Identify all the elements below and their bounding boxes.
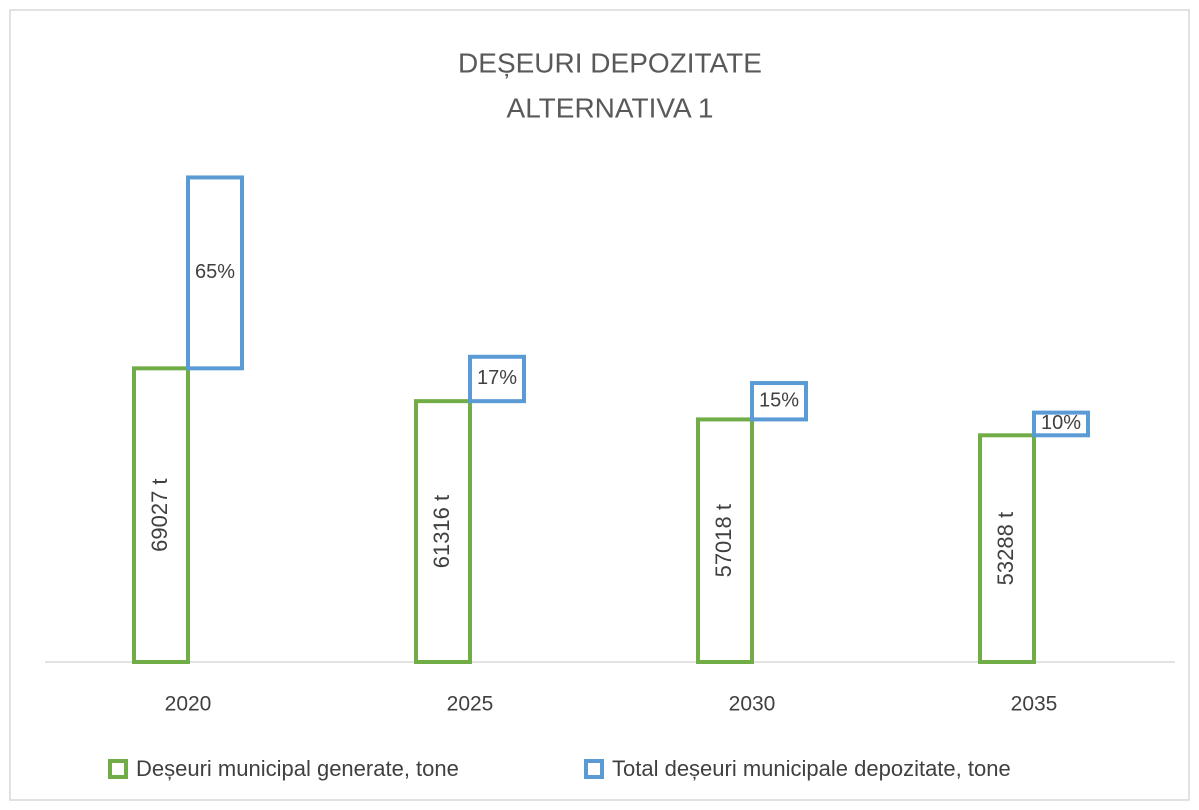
data-label: 53288 t (993, 512, 1018, 585)
x-tick-label: 2030 (729, 693, 776, 716)
data-label: 61316 t (429, 495, 454, 568)
data-label: 65% (195, 261, 235, 283)
data-label: 15% (759, 390, 799, 412)
data-label: 10% (1041, 412, 1081, 434)
legend-swatch (108, 759, 128, 779)
bar (696, 417, 754, 665)
data-label: 57018 t (711, 504, 736, 577)
data-label: 17% (477, 367, 517, 389)
legend-label: Total deșeuri municipale depozitate, ton… (612, 756, 1011, 781)
x-tick-label: 2035 (1011, 693, 1058, 716)
bar (750, 381, 808, 422)
legend-label: Deșeuri municipal generate, tone (136, 756, 459, 781)
chart-title: DEȘEURI DEPOZITATE (458, 47, 762, 78)
bar (1032, 410, 1090, 438)
bar (978, 433, 1036, 664)
chart-frame (9, 9, 1190, 801)
data-label: 69027 t (147, 478, 172, 551)
bar (132, 366, 190, 664)
bar (186, 175, 244, 371)
chart-title: ALTERNATIVA 1 (507, 92, 714, 123)
bar (414, 399, 472, 664)
x-tick-label: 2020 (165, 693, 212, 716)
legend-swatch (584, 759, 604, 779)
bar (468, 354, 526, 404)
x-tick-label: 2025 (447, 693, 494, 716)
